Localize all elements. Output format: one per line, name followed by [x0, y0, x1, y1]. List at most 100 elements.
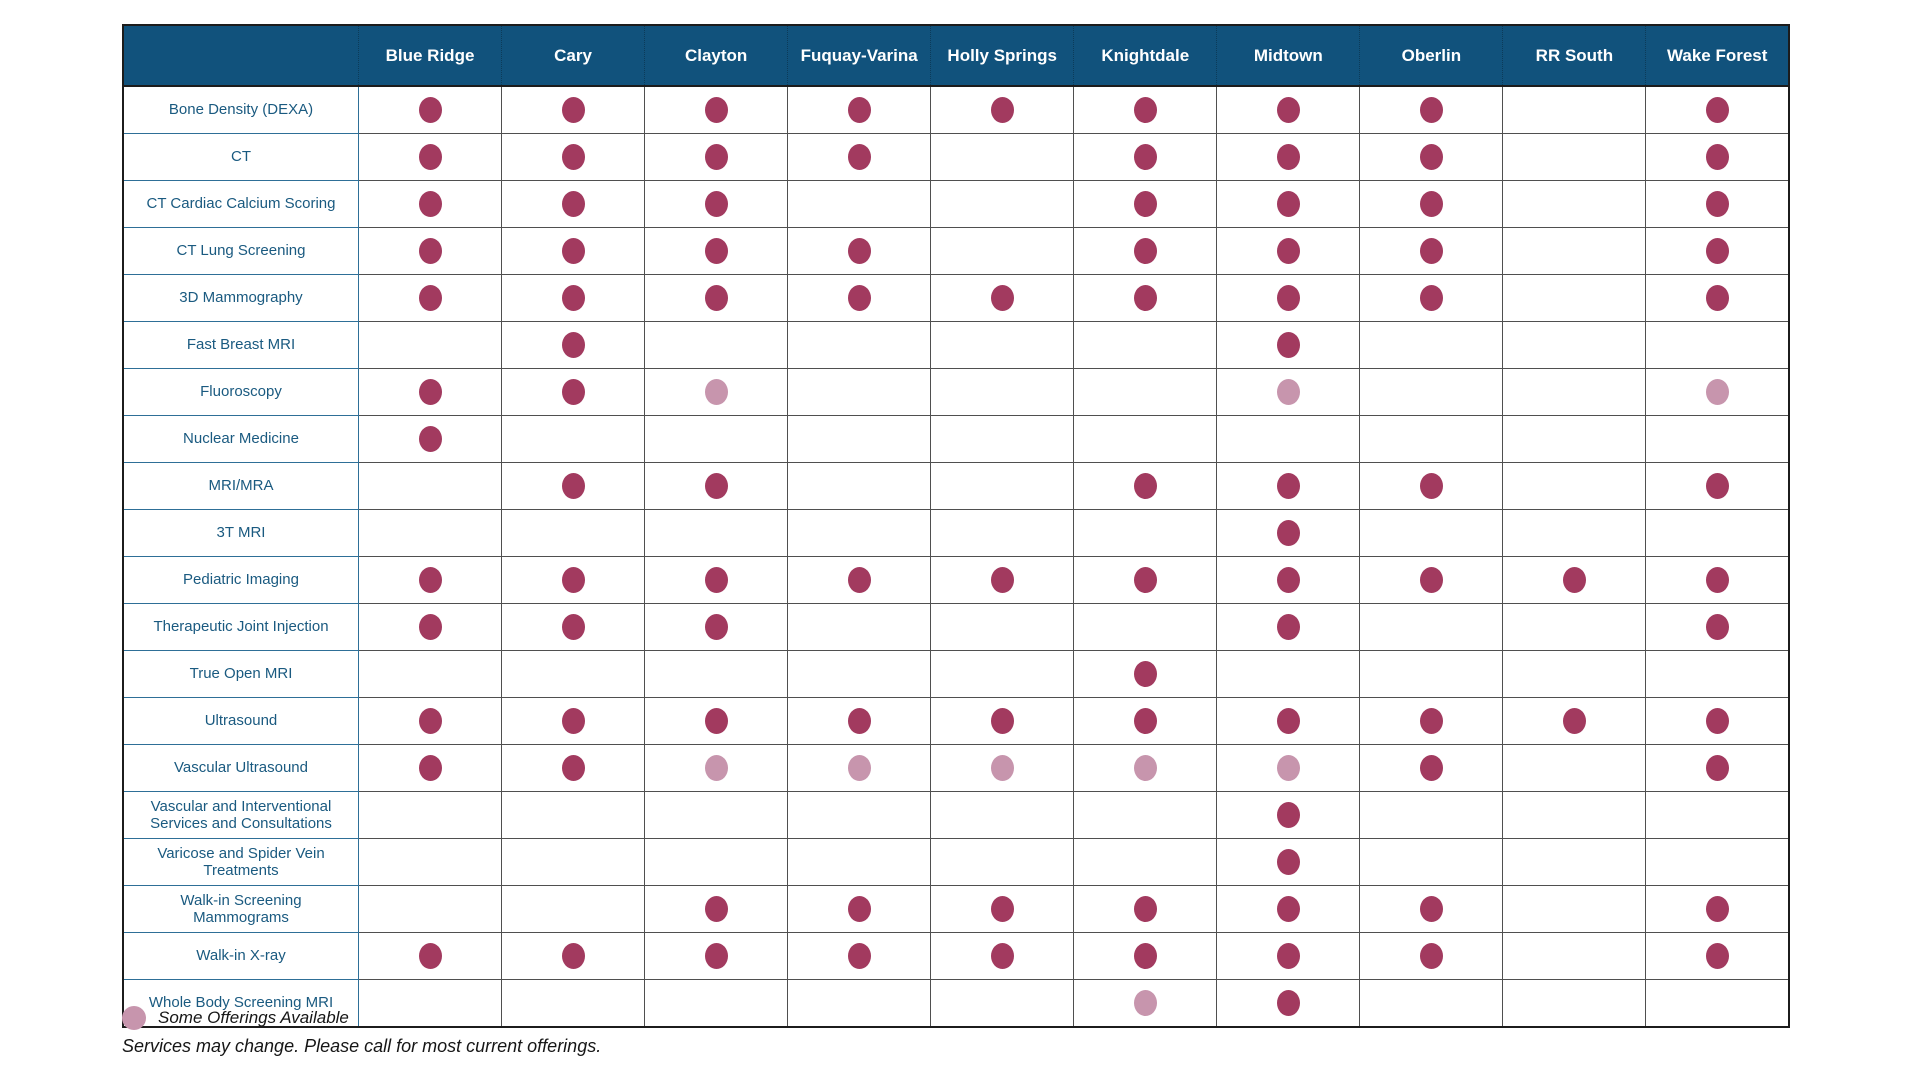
availability-cell [1359, 509, 1504, 557]
availability-cell [501, 791, 646, 839]
availability-dot-full [1133, 567, 1157, 593]
availability-cell [787, 415, 932, 463]
availability-cell [1645, 650, 1790, 698]
availability-cell [1216, 321, 1361, 369]
availability-cell [930, 556, 1075, 604]
availability-dot-full [418, 943, 442, 969]
availability-cell [787, 932, 932, 980]
availability-cell [1645, 415, 1790, 463]
availability-dot-full [990, 97, 1014, 123]
availability-cell [644, 556, 789, 604]
availability-cell [930, 180, 1075, 228]
table-header: Blue Ridge Cary Clayton Fuquay-Varina Holly … [123, 25, 1789, 87]
availability-dot-some [1133, 990, 1157, 1016]
availability-dot-full [561, 238, 585, 264]
availability-cell [1359, 650, 1504, 698]
availability-cell [1645, 603, 1790, 651]
availability-cell [1073, 462, 1218, 510]
footer-note: Services may change. Please call for mos… [122, 1036, 602, 1056]
availability-dot-full [704, 614, 728, 640]
availability-cell [1645, 885, 1790, 933]
availability-cell [787, 603, 932, 651]
table-row: True Open MRI [122, 650, 1790, 698]
availability-dot-full [1419, 567, 1443, 593]
availability-cell [644, 838, 789, 886]
availability-dot-full [561, 755, 585, 781]
availability-dot-full [704, 97, 728, 123]
availability-dot-some [1705, 379, 1729, 405]
column-header-blue-ridge: Blue Ridge [357, 25, 502, 87]
availability-cell [1645, 744, 1790, 792]
availability-cell [501, 180, 646, 228]
availability-dot-full [704, 943, 728, 969]
availability-cell [501, 744, 646, 792]
column-header-clayton: Clayton [644, 25, 788, 87]
table-row: 3D Mammography [122, 274, 1790, 322]
availability-dot-full [1419, 238, 1443, 264]
service-label: Bone Density (DEXA) [122, 85, 359, 134]
availability-cell [1502, 274, 1647, 322]
availability-cell [1359, 838, 1504, 886]
table-row: CT [122, 133, 1790, 181]
service-label: 3D Mammography [122, 274, 359, 322]
availability-cell [930, 274, 1075, 322]
availability-cell [1216, 274, 1361, 322]
availability-cell [787, 321, 932, 369]
table-row: Nuclear Medicine [122, 415, 1790, 463]
header-row: Blue Ridge Cary Clayton Fuquay-Varina Holly … [123, 25, 1789, 87]
availability-cell [1502, 556, 1647, 604]
availability-dot-full [1705, 755, 1729, 781]
availability-cell [930, 885, 1075, 933]
availability-cell [787, 791, 932, 839]
availability-cell [357, 603, 503, 651]
availability-dot-full [1133, 661, 1157, 687]
service-label: Ultrasound [122, 697, 359, 745]
availability-cell [1645, 180, 1790, 228]
table-row: MRI/MRA [122, 462, 1790, 510]
availability-cell [1645, 556, 1790, 604]
availability-cell [1216, 415, 1361, 463]
availability-dot-full [1276, 238, 1300, 264]
availability-cell [930, 744, 1075, 792]
availability-cell [787, 509, 932, 557]
availability-dot-full [847, 144, 871, 170]
availability-cell [357, 321, 503, 369]
availability-dot-full [418, 97, 442, 123]
availability-dot-full [418, 755, 442, 781]
availability-cell [930, 133, 1075, 181]
availability-dot-full [704, 896, 728, 922]
service-label: Vascular and Interventional Services and… [122, 791, 359, 839]
availability-dot-full [1133, 943, 1157, 969]
availability-dot-full [1276, 896, 1300, 922]
availability-cell [1073, 274, 1218, 322]
availability-cell [787, 274, 932, 322]
availability-cell [501, 368, 646, 416]
availability-dot-full [418, 614, 442, 640]
availability-cell [1216, 133, 1361, 181]
availability-cell [644, 603, 789, 651]
availability-dot-some [1276, 755, 1300, 781]
availability-cell [787, 744, 932, 792]
availability-dot-full [418, 285, 442, 311]
availability-cell [1216, 979, 1361, 1028]
service-label: Nuclear Medicine [122, 415, 359, 463]
availability-cell [787, 180, 932, 228]
availability-cell [1645, 85, 1790, 134]
availability-cell [787, 838, 932, 886]
service-label: Fluoroscopy [122, 368, 359, 416]
availability-dot-full [1276, 708, 1300, 734]
availability-cell [1502, 509, 1647, 557]
service-label: CT Lung Screening [122, 227, 359, 275]
availability-cell [1216, 838, 1361, 886]
table-row: CT Lung Screening [122, 227, 1790, 275]
availability-cell [787, 85, 932, 134]
availability-dot-full [990, 943, 1014, 969]
availability-cell [787, 885, 932, 933]
availability-cell [1216, 885, 1361, 933]
availability-dot-full [704, 567, 728, 593]
availability-dot-full [1705, 473, 1729, 499]
availability-cell [787, 227, 932, 275]
service-label: MRI/MRA [122, 462, 359, 510]
availability-dot-full [418, 238, 442, 264]
availability-cell [501, 509, 646, 557]
